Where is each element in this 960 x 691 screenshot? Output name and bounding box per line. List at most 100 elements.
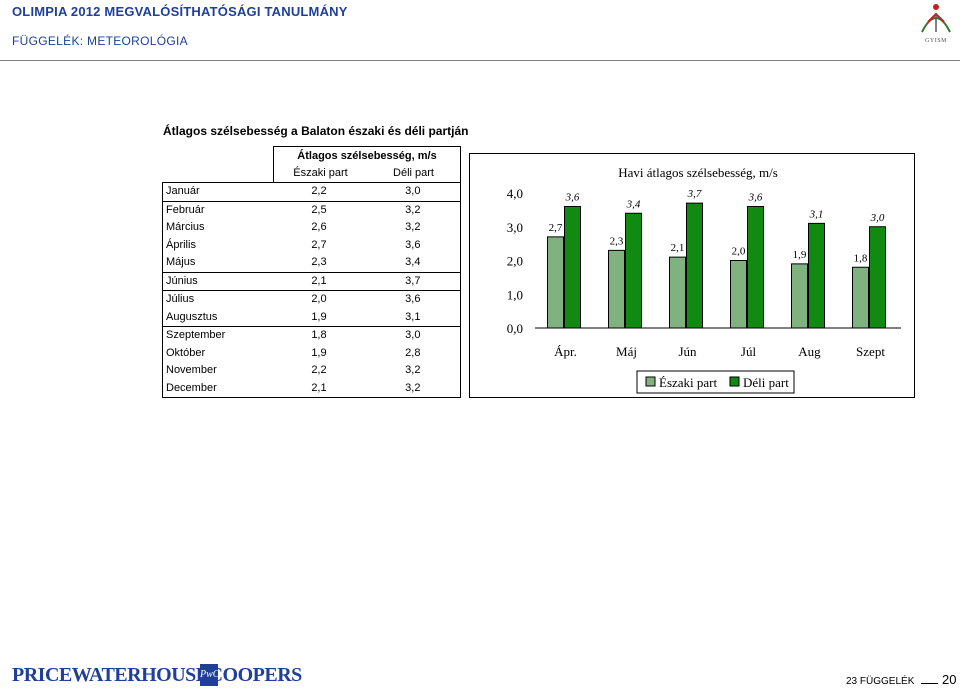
month-cell: Június xyxy=(166,274,198,287)
legend-swatch-south xyxy=(729,376,740,387)
bar-north xyxy=(730,260,747,329)
south-cell: 3,0 xyxy=(405,329,421,341)
table-row: Január 2,2 3,0 xyxy=(163,183,460,202)
legend-box xyxy=(636,370,795,394)
north-cell: 1,8 xyxy=(311,329,327,341)
table-row: Június 2,1 3,7 xyxy=(163,273,460,291)
footer-company: PRICEWATERHOUSECOOPERS xyxy=(12,664,302,686)
col-south-header: Déli part xyxy=(393,167,434,179)
table-row: Július 2,0 3,6 xyxy=(163,291,460,309)
y-tick-label: 4,0 xyxy=(507,186,523,201)
table-row: Április 2,7 3,6 xyxy=(163,237,460,255)
x-tick-label: Ápr. xyxy=(554,344,577,359)
chart-title: Havi átlagos szélsebesség, m/s xyxy=(618,165,778,180)
data-label-south: 3,6 xyxy=(748,192,763,204)
y-tick-label: 1,0 xyxy=(507,287,523,302)
legend-label-north: Északi part xyxy=(659,375,718,390)
south-cell: 3,2 xyxy=(405,221,421,233)
south-cell: 3,6 xyxy=(405,238,421,251)
y-tick-label: 2,0 xyxy=(507,254,523,269)
footer-company-mark: PwC xyxy=(200,664,219,686)
data-label-south: 3,0 xyxy=(870,212,885,224)
chart-frame xyxy=(469,153,915,398)
month-cell: November xyxy=(166,364,217,376)
header-logo xyxy=(914,2,958,56)
month-cell: Január xyxy=(166,185,200,197)
data-label-north: 2,0 xyxy=(732,246,746,258)
south-cell: 3,2 xyxy=(405,203,421,216)
data-label-south: 3,6 xyxy=(565,192,580,204)
bar-north xyxy=(852,266,869,329)
table-row: Március 2,6 3,2 xyxy=(163,219,460,237)
header-logo-caption: GYISM xyxy=(925,38,947,44)
south-cell: 3,2 xyxy=(405,381,421,394)
data-label-north: 1,9 xyxy=(793,249,807,261)
table-row: Augusztus 1,9 3,1 xyxy=(163,309,460,327)
data-label-south: 3,4 xyxy=(626,198,641,210)
table-row: November 2,2 3,2 xyxy=(163,362,460,380)
data-label-north: 1,8 xyxy=(854,252,868,264)
north-cell: 1,9 xyxy=(311,346,327,359)
month-cell: Március xyxy=(166,221,205,233)
data-label-north: 2,7 xyxy=(549,222,563,234)
header-subtitle: FÜGGELÉK: METEOROLÓGIA xyxy=(12,34,188,48)
y-tick-label: 0,0 xyxy=(507,321,523,336)
y-tick-label: 3,0 xyxy=(507,220,523,235)
north-cell: 2,0 xyxy=(311,293,327,305)
south-cell: 3,7 xyxy=(405,274,421,287)
col-north-header: Északi part xyxy=(293,167,348,179)
legend-swatch-north xyxy=(645,376,656,387)
data-label-north: 2,3 xyxy=(610,235,624,247)
south-cell: 3,4 xyxy=(405,256,421,268)
x-tick-label: Szept xyxy=(856,344,885,359)
south-cell: 3,6 xyxy=(405,293,421,305)
table-row: Május 2,3 3,4 xyxy=(163,254,460,273)
month-cell: Február xyxy=(166,203,205,216)
north-cell: 2,7 xyxy=(311,238,327,251)
south-cell: 3,0 xyxy=(405,185,421,197)
south-cell: 3,1 xyxy=(405,310,421,323)
north-cell: 2,2 xyxy=(311,364,327,376)
table-row: Október 1,9 2,8 xyxy=(163,345,460,363)
table-row: Szeptember 1,8 3,0 xyxy=(163,327,460,345)
north-cell: 2,5 xyxy=(311,203,327,216)
month-cell: Május xyxy=(166,256,196,268)
table-body: Január 2,2 3,0 Február 2,5 3,2 Március 2,6 3,2 Áp… xyxy=(162,182,461,398)
month-cell: Augusztus xyxy=(166,310,218,323)
footer-page-number: 20 xyxy=(942,672,957,687)
bar-south xyxy=(869,226,886,329)
bar-south xyxy=(747,206,764,329)
table-row: December 2,1 3,2 xyxy=(163,380,460,398)
data-label-south: 3,7 xyxy=(687,188,702,200)
bar-south xyxy=(808,222,825,329)
x-tick-label: Aug xyxy=(798,344,821,359)
month-cell: December xyxy=(166,381,217,394)
table-row: Február 2,5 3,2 xyxy=(163,202,460,220)
bar-north xyxy=(608,249,625,329)
footer-section-label: 23 FÜGGELÉK xyxy=(846,676,915,687)
south-cell: 2,8 xyxy=(405,346,421,359)
north-cell: 2,1 xyxy=(311,381,327,394)
bar-north xyxy=(547,236,564,329)
south-cell: 3,2 xyxy=(405,364,421,376)
bar-south xyxy=(686,202,703,329)
north-cell: 2,2 xyxy=(311,185,327,197)
bar-north xyxy=(791,263,808,329)
month-cell: Július xyxy=(166,293,195,305)
north-cell: 1,9 xyxy=(311,310,327,323)
legend-label-south: Déli part xyxy=(743,375,789,390)
month-cell: Október xyxy=(166,346,206,359)
header-title: OLIMPIA 2012 MEGVALÓSÍTHATÓSÁGI TANULMÁN… xyxy=(12,4,348,19)
table-header-columns: Északi part Déli part xyxy=(273,164,461,182)
footer-divider xyxy=(921,683,938,684)
gyism-logo-icon xyxy=(921,4,951,33)
north-cell: 2,3 xyxy=(311,256,327,268)
month-cell: Április xyxy=(166,238,196,251)
north-cell: 2,6 xyxy=(311,221,327,233)
data-label-south: 3,1 xyxy=(809,208,824,220)
wind-chart: Havi átlagos szélsebesség, m/s 0,0 1,0 2,0 3… xyxy=(507,165,901,394)
x-tick-label: Máj xyxy=(616,344,637,359)
data-label-north: 2,1 xyxy=(671,242,685,254)
bar-south xyxy=(564,206,581,329)
table-header-top: Átlagos szélsebesség, m/s xyxy=(273,146,461,164)
